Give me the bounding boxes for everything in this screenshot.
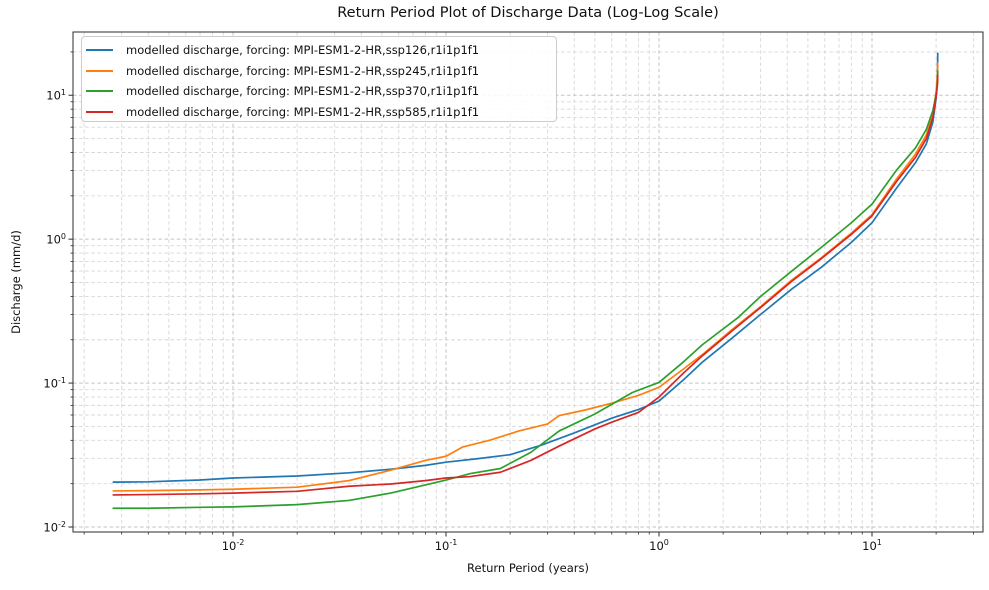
tick-marks (68, 51, 975, 537)
legend-line-swatch-ssp245 (86, 69, 113, 72)
series-line-ssp245 (112, 62, 939, 492)
legend-item-ssp245: modelled discharge, forcing: MPI-ESM1-2-… (86, 61, 550, 82)
legend-line-swatch-ssp126 (86, 49, 113, 52)
legend-label-ssp126: modelled discharge, forcing: MPI-ESM1-2-… (126, 43, 480, 57)
x-tick-label-1e-1: 10-1 (434, 538, 458, 553)
legend: modelled discharge, forcing: MPI-ESM1-2-… (81, 36, 557, 122)
legend-item-ssp370: modelled discharge, forcing: MPI-ESM1-2-… (86, 81, 550, 102)
x-tick-label-1e0: 100 (649, 538, 669, 553)
legend-line-swatch-ssp585 (86, 110, 113, 113)
legend-label-ssp245: modelled discharge, forcing: MPI-ESM1-2-… (126, 63, 480, 78)
series-line-ssp370 (112, 70, 939, 510)
axes-spines (72, 31, 984, 533)
x-axis-label: Return Period (years) (467, 561, 589, 575)
y-tick-label-1e0: 100 (46, 231, 66, 247)
legend-line-swatch-ssp370 (86, 90, 113, 93)
y-tick-label-1e1: 101 (46, 87, 66, 103)
data-series-lines (112, 52, 939, 510)
series-line-ssp126 (112, 52, 939, 483)
y-tick-label-1e-1: 10-1 (43, 375, 66, 391)
legend-label-ssp585: modelled discharge, forcing: MPI-ESM1-2-… (126, 104, 480, 119)
chart-title: Return Period Plot of Discharge Data (Lo… (337, 5, 719, 21)
legend-label-ssp370: modelled discharge, forcing: MPI-ESM1-2-… (126, 84, 480, 98)
y-tick-label-1e-2: 10-2 (43, 519, 66, 535)
legend-item-ssp585: modelled discharge, forcing: MPI-ESM1-2-… (86, 102, 550, 123)
minor-gridlines (73, 32, 983, 532)
x-tick-label-1e1: 101 (862, 538, 882, 553)
series-line-ssp585 (112, 74, 939, 496)
legend-item-ssp126: modelled discharge, forcing: MPI-ESM1-2-… (86, 40, 550, 61)
x-tick-label-1e-2: 10-2 (221, 538, 245, 553)
